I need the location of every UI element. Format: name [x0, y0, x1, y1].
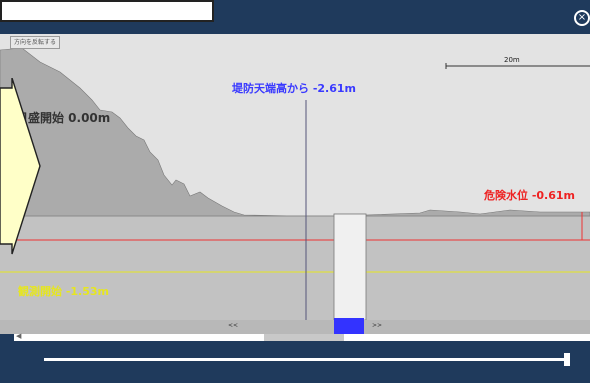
nav-strip	[0, 320, 590, 334]
horizontal-scrollbar[interactable]: ◀	[14, 332, 590, 341]
warning-level-label: 観測開始 -1.53m	[18, 285, 109, 298]
ground-level-label: 日盛開始 0.00m	[16, 111, 111, 125]
channel-well	[333, 213, 367, 321]
callout-arrow-icon	[0, 78, 41, 255]
timeline-bar	[0, 341, 590, 383]
nav-right-label[interactable]: >>	[372, 322, 383, 329]
timeline-slider[interactable]	[44, 358, 570, 361]
nav-left-label[interactable]: <<	[228, 322, 239, 329]
close-icon[interactable]: ×	[574, 10, 590, 26]
timeline-slider-thumb[interactable]	[564, 353, 570, 366]
water-layer	[0, 216, 590, 320]
scrollbar-thumb[interactable]	[264, 334, 344, 341]
danger-level-label: 危険水位 -0.61m	[484, 189, 575, 202]
cross-section-view	[0, 34, 590, 334]
level-marker	[334, 318, 364, 334]
mode-toggle-button[interactable]: 方向を反転する	[10, 36, 61, 49]
bank-top-label: 堤防天端高から -2.61m	[232, 82, 356, 95]
scroll-left-icon[interactable]: ◀	[16, 332, 22, 340]
scale-label: 20m	[504, 56, 520, 64]
blank-panel	[0, 0, 214, 22]
